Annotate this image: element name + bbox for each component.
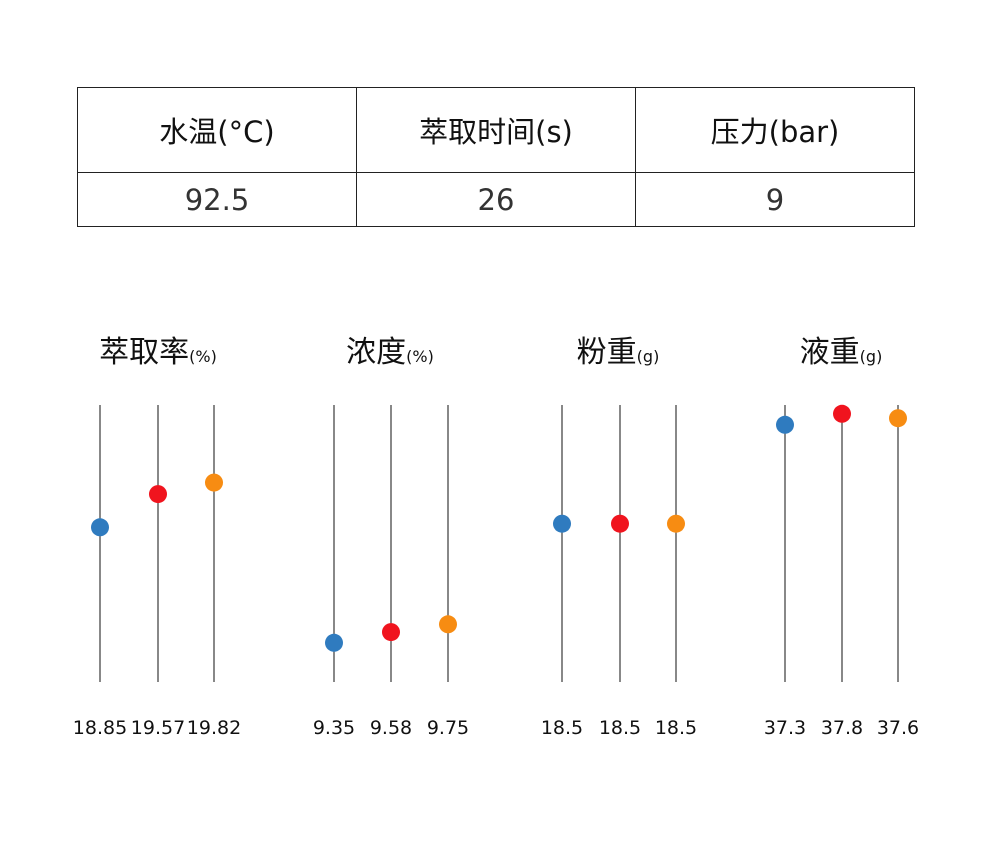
panel-dose-weight: 18.5 18.5 18.5 xyxy=(541,405,697,739)
data-point xyxy=(889,409,907,428)
value-label: 18.5 xyxy=(599,717,641,739)
value-label: 9.35 xyxy=(313,717,355,739)
header-pressure: 压力(bar) xyxy=(635,87,915,173)
panel-title-text: 液重 xyxy=(799,335,860,370)
panel-title-text: 粉重 xyxy=(576,335,637,370)
panel-title-text: 浓度 xyxy=(346,335,407,370)
panel-title-liquid-weight: 液重(g) xyxy=(741,327,941,371)
data-point xyxy=(382,623,400,642)
value-label: 18.85 xyxy=(73,717,127,739)
value-label: 9.58 xyxy=(370,717,412,739)
header-extraction-time: 萃取时间(s) xyxy=(356,87,636,173)
value-water-temp: 92.5 xyxy=(77,172,357,227)
header-water-temp: 水温(°C) xyxy=(77,87,357,173)
brew-parameters-table: 水温(°C) 萃取时间(s) 压力(bar) 92.5 26 9 xyxy=(77,87,915,227)
data-point xyxy=(553,514,571,533)
panel-unit: (%) xyxy=(189,347,217,366)
data-point xyxy=(833,404,851,423)
table-row: 92.5 26 9 xyxy=(77,172,915,227)
data-point xyxy=(611,514,629,533)
data-point xyxy=(91,518,109,537)
value-label: 37.3 xyxy=(764,717,806,739)
panel-title-dose-weight: 粉重(g) xyxy=(518,327,718,371)
panel-concentration: 9.35 9.58 9.75 xyxy=(313,405,469,739)
data-point xyxy=(149,485,167,504)
value-label: 18.5 xyxy=(541,717,583,739)
data-point xyxy=(205,473,223,492)
value-label: 9.75 xyxy=(427,717,469,739)
panel-unit: (g) xyxy=(859,347,883,366)
panel-unit: (g) xyxy=(636,347,660,366)
panel-unit: (%) xyxy=(406,347,434,366)
value-label: 18.5 xyxy=(655,717,697,739)
data-point xyxy=(667,514,685,533)
panel-title-concentration: 浓度(%) xyxy=(290,327,490,371)
panel-title-extraction-rate: 萃取率(%) xyxy=(58,327,258,371)
panel-liquid-weight: 37.3 37.8 37.6 xyxy=(764,404,919,739)
value-extraction-time: 26 xyxy=(356,172,636,227)
table-header-row: 水温(°C) 萃取时间(s) 压力(bar) xyxy=(77,87,915,173)
panel-title-text: 萃取率 xyxy=(99,335,190,370)
data-point xyxy=(439,615,457,634)
value-label: 19.82 xyxy=(187,717,241,739)
value-pressure: 9 xyxy=(635,172,915,227)
data-point xyxy=(776,415,794,434)
data-point xyxy=(325,633,343,652)
value-label: 37.6 xyxy=(877,717,919,739)
value-label: 37.8 xyxy=(821,717,863,739)
panel-extraction-rate: 18.85 19.57 19.82 xyxy=(73,405,241,739)
value-label: 19.57 xyxy=(131,717,185,739)
